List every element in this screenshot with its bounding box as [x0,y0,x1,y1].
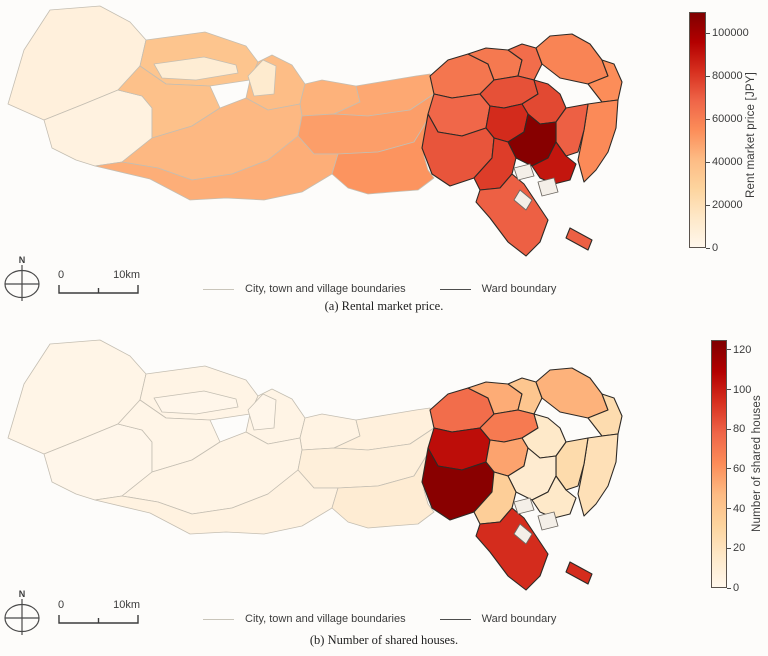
city-boundary-line-icon [203,288,234,290]
map-region-k5 [587,59,623,103]
colorbar-tick [706,161,710,163]
map-region-w12 [94,135,339,201]
choropleth-map-rent [7,5,623,257]
colorbar-tick [706,247,710,249]
city-boundary-label: City, town and village boundaries [245,283,406,295]
map-legend: City, town and village boundaries Ward b… [203,613,556,625]
map-region-k3 [507,43,543,81]
colorbar-tick-label: 0 [733,582,740,594]
city-boundary-line-icon [203,618,234,620]
map-region-w7 [247,59,277,97]
colorbar-rent [689,12,706,248]
map-region-k3 [507,377,543,415]
map-region-i1 [513,497,535,515]
city-boundary-label: City, town and village boundaries [245,613,406,625]
compass-icon: N [4,255,40,301]
map-region-k15 [475,507,549,591]
scale-end-label: 10km [113,269,140,281]
compass-north-label: N [19,255,26,265]
colorbar-tick-label: 80 [733,423,746,436]
legend-item-city-boundary: City, town and village boundaries [203,283,406,295]
colorbar-tick-label: 0 [712,242,719,254]
choropleth-map-shared-houses [7,339,623,591]
colorbar-tick [706,75,710,77]
scale-bar-line [58,285,139,294]
scale-start-label: 0 [58,269,64,281]
map-region-i3 [513,189,533,211]
subcaption-b: (b) Number of shared houses. [309,633,459,647]
colorbar-tick [706,118,710,120]
colorbar-tick-label: 40 [733,502,746,515]
map-region-w12 [94,469,339,535]
colorbar-rent-label: Rent market price [JPY] [745,71,757,199]
ward-boundary-label: Ward boundary [481,283,557,295]
subcaption-a: (a) Rental market price. [324,299,444,313]
colorbar-shared-houses [711,340,727,588]
map-legend: City, town and village boundaries Ward b… [203,283,556,295]
colorbar-tick-label: 20000 [712,199,743,212]
colorbar-tick [727,389,731,391]
map-region-w13 [331,449,435,529]
scale-start-label: 0 [58,599,64,611]
map-region-k4 [535,33,609,85]
colorbar-tick [727,547,731,549]
scale-bar: 0 10km [58,599,140,624]
ward-boundary-line-icon [439,618,471,620]
legend-item-ward-boundary: Ward boundary [439,283,557,295]
map-region-w4 [153,390,239,415]
colorbar-tick-label: 80000 [712,70,743,83]
legend-item-ward-boundary: Ward boundary [439,613,557,625]
map-region-k15 [475,173,549,257]
scale-end-label: 10km [113,599,140,611]
colorbar-tick [727,349,731,351]
colorbar-tick [727,587,731,589]
scale-bar: 0 10km [58,269,140,294]
map-region-i2 [537,511,559,531]
map-region-i1 [513,163,535,181]
map-region-k5 [587,393,623,437]
compass-north-label: N [19,589,26,599]
map-region-k4 [535,367,609,419]
map-region-s1 [565,227,593,251]
ward-boundary-label: Ward boundary [481,613,557,625]
colorbar-tick [727,508,731,510]
colorbar-tick-label: 20 [733,542,746,555]
colorbar-tick [706,32,710,34]
colorbar-tick-label: 100 [733,383,752,396]
map-region-i3 [513,523,533,545]
map-region-w13 [331,115,435,195]
colorbar-shared-houses-label: Number of shared houses [751,395,763,533]
colorbar-tick-label: 100000 [712,27,749,40]
colorbar-tick [706,204,710,206]
colorbar-tick-label: 60 [733,462,746,475]
colorbar-tick-label: 40000 [712,156,743,169]
map-region-w7 [247,393,277,431]
map-region-k12 [507,113,557,167]
scale-bar-line [58,615,139,624]
colorbar-tick [727,468,731,470]
colorbar-tick [727,428,731,430]
map-region-w4 [153,56,239,81]
legend-item-city-boundary: City, town and village boundaries [203,613,406,625]
map-region-s1 [565,561,593,585]
ward-boundary-line-icon [439,288,471,290]
map-region-k12 [507,447,557,501]
colorbar-tick-label: 60000 [712,113,743,126]
colorbar-tick-label: 120 [733,343,752,356]
map-region-i2 [537,177,559,197]
compass-icon: N [4,589,40,635]
